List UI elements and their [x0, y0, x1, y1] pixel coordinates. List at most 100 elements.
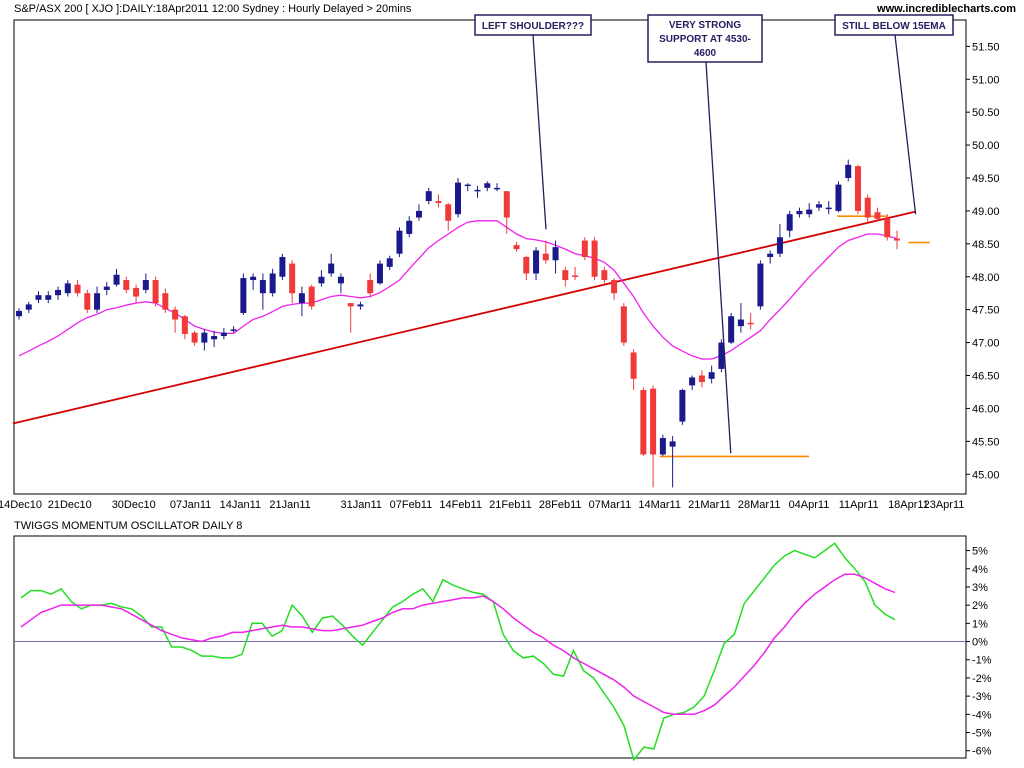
candle-body	[884, 218, 891, 238]
price-y-tick-label: 49.50	[972, 173, 1000, 185]
candle-body	[484, 183, 491, 188]
candle-body	[591, 240, 598, 277]
candle-body	[376, 263, 383, 284]
candle-body	[347, 303, 354, 307]
price-y-tick-label: 47.00	[972, 338, 1000, 350]
date-tick-label: 28Feb11	[539, 499, 582, 511]
annotation-text: VERY STRONG	[669, 20, 741, 31]
candle-body	[425, 191, 432, 202]
price-plot-area	[13, 19, 967, 495]
candle-body	[445, 204, 452, 221]
candle-body	[328, 263, 335, 274]
candle-body	[152, 280, 159, 304]
osc-y-tick-label: 5%	[972, 546, 988, 558]
date-tick-label: 21Dec10	[48, 499, 92, 511]
momentum-signal-line	[20, 573, 896, 716]
price-y-tick-label: 48.50	[972, 239, 1000, 251]
osc-y-tick-label: -3%	[972, 691, 992, 703]
candle-body	[796, 210, 803, 215]
price-y-tick-label: 47.50	[972, 305, 1000, 317]
annotation-text: SUPPORT AT 4530-	[659, 34, 751, 45]
annotation-box	[647, 14, 763, 63]
candle-body	[142, 280, 149, 290]
candle-body	[250, 276, 257, 281]
date-tick-label: 14Feb11	[439, 499, 482, 511]
candle-body	[289, 263, 296, 294]
date-tick-label: 21Mar11	[688, 499, 731, 511]
candle-body	[240, 278, 247, 313]
candle-body	[542, 253, 549, 261]
candle-body	[659, 438, 666, 455]
candle-body	[572, 275, 579, 277]
annotation-text: LEFT SHOULDER???	[482, 21, 584, 32]
candle-body	[523, 257, 530, 274]
osc-y-tick-label: 0%	[972, 637, 988, 649]
candle-body	[337, 276, 344, 284]
candle-body	[728, 316, 735, 343]
price-y-tick-label: 46.50	[972, 371, 1000, 383]
date-tick-label: 28Mar11	[738, 499, 781, 511]
annotation-pointer	[894, 34, 917, 215]
candle-body	[259, 280, 266, 294]
candle-body	[874, 212, 881, 219]
candle-body	[103, 286, 110, 290]
candle-body	[162, 293, 169, 310]
candle-body	[123, 280, 130, 290]
candle-body	[45, 295, 52, 300]
date-x-axis: 14Dec10 21Dec10 30Dec10 07Jan11 14Jan11 21Jan…	[0, 499, 964, 511]
momentum-line	[20, 542, 896, 762]
candle-body	[718, 342, 725, 369]
candle-body	[669, 441, 676, 447]
candle-body	[737, 319, 744, 327]
candle-body	[533, 250, 540, 274]
candle-body	[689, 377, 696, 386]
oscillator-y-axis: 5% 4% 3% 2% 1% 0% -1% -2% -3% -4% -5% -6%	[966, 546, 992, 758]
date-tick-label: 23Apr11	[924, 499, 965, 511]
candle-body	[84, 293, 91, 310]
price-layer: LEFT SHOULDER??? VERY STRONG SUPPORT AT 45…	[12, 14, 954, 488]
date-tick-label: 07Feb11	[390, 499, 433, 511]
osc-y-tick-label: -1%	[972, 655, 992, 667]
candle-body	[308, 286, 315, 307]
candle-body	[708, 372, 715, 379]
candle-body	[562, 270, 569, 281]
annotation-box	[474, 14, 592, 36]
candle-body	[357, 304, 364, 307]
price-y-tick-label: 51.50	[972, 41, 1000, 53]
osc-y-tick-label: 4%	[972, 564, 988, 576]
price-y-tick-label: 51.00	[972, 74, 1000, 86]
candle-body	[298, 293, 305, 304]
annotation-pointer	[705, 61, 732, 454]
candle-body	[825, 207, 832, 210]
candle-body	[679, 389, 686, 422]
candle-body	[620, 306, 627, 343]
date-tick-label: 21Feb11	[489, 499, 532, 511]
candle-body	[757, 263, 764, 307]
candle-body	[455, 182, 461, 215]
candle-body	[74, 284, 81, 294]
date-tick-label: 30Dec10	[112, 499, 156, 511]
candle-body	[269, 273, 276, 294]
candle-body	[406, 220, 413, 234]
candle-body	[630, 352, 637, 379]
osc-y-tick-label: -4%	[972, 709, 992, 721]
price-y-tick-label: 46.00	[972, 403, 1000, 415]
date-tick-label: 14Dec10	[0, 499, 42, 511]
candle-body	[513, 245, 520, 250]
candle-body	[181, 316, 188, 335]
candle-body	[474, 189, 481, 192]
candle-body	[494, 187, 501, 190]
candle-body	[279, 257, 286, 277]
candle-body	[611, 280, 618, 294]
candle-body	[386, 258, 393, 267]
candle-body	[230, 329, 237, 331]
price-y-tick-label: 45.50	[972, 436, 1000, 448]
date-tick-label: 04Apr11	[789, 499, 830, 511]
candle-body	[220, 332, 227, 336]
oscillator-layer	[14, 542, 966, 762]
price-y-axis: 45.00 45.50 46.00 46.50 47.00 47.50 48.00 48.50…	[966, 41, 1000, 481]
candle-body	[191, 332, 198, 343]
date-tick-label: 07Jan11	[170, 499, 211, 511]
site-link[interactable]: www.incrediblecharts.com	[876, 3, 1016, 15]
